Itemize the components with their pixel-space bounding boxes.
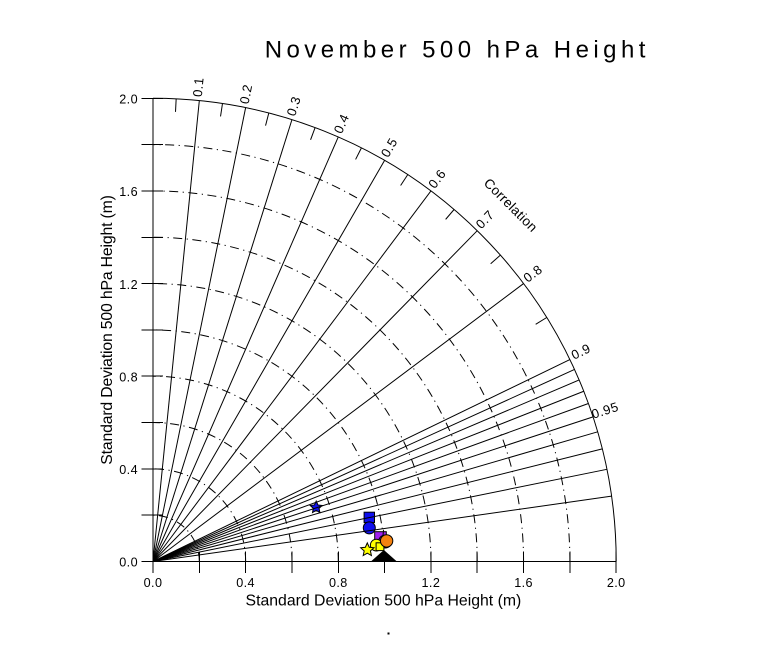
svg-text:0.0: 0.0 [144,576,163,590]
svg-text:1.6: 1.6 [119,185,138,199]
svg-text:0.1: 0.1 [190,76,207,97]
svg-text:0.0: 0.0 [119,556,138,570]
svg-text:0.3: 0.3 [284,94,304,117]
svg-text:1.2: 1.2 [119,278,138,292]
svg-text:0.4: 0.4 [236,576,255,590]
svg-text:Standard Deviation 500 hPa Hei: Standard Deviation 500 hPa Height (m) [99,195,116,464]
svg-text:2.0: 2.0 [119,93,138,107]
svg-text:2.0: 2.0 [607,576,626,590]
svg-text:0.8: 0.8 [329,576,348,590]
svg-text:1.6: 1.6 [514,576,533,590]
svg-text:0.2: 0.2 [237,83,256,105]
svg-text:0.8: 0.8 [119,370,138,384]
svg-text:Standard Deviation 500 hPa Hei: Standard Deviation 500 hPa Height (m) [246,593,522,610]
svg-text:0.4: 0.4 [331,111,353,135]
svg-text:November 500 hPa Height: November 500 hPa Height [265,37,650,64]
svg-text:0.4: 0.4 [119,463,138,477]
svg-text:1.2: 1.2 [422,576,441,590]
